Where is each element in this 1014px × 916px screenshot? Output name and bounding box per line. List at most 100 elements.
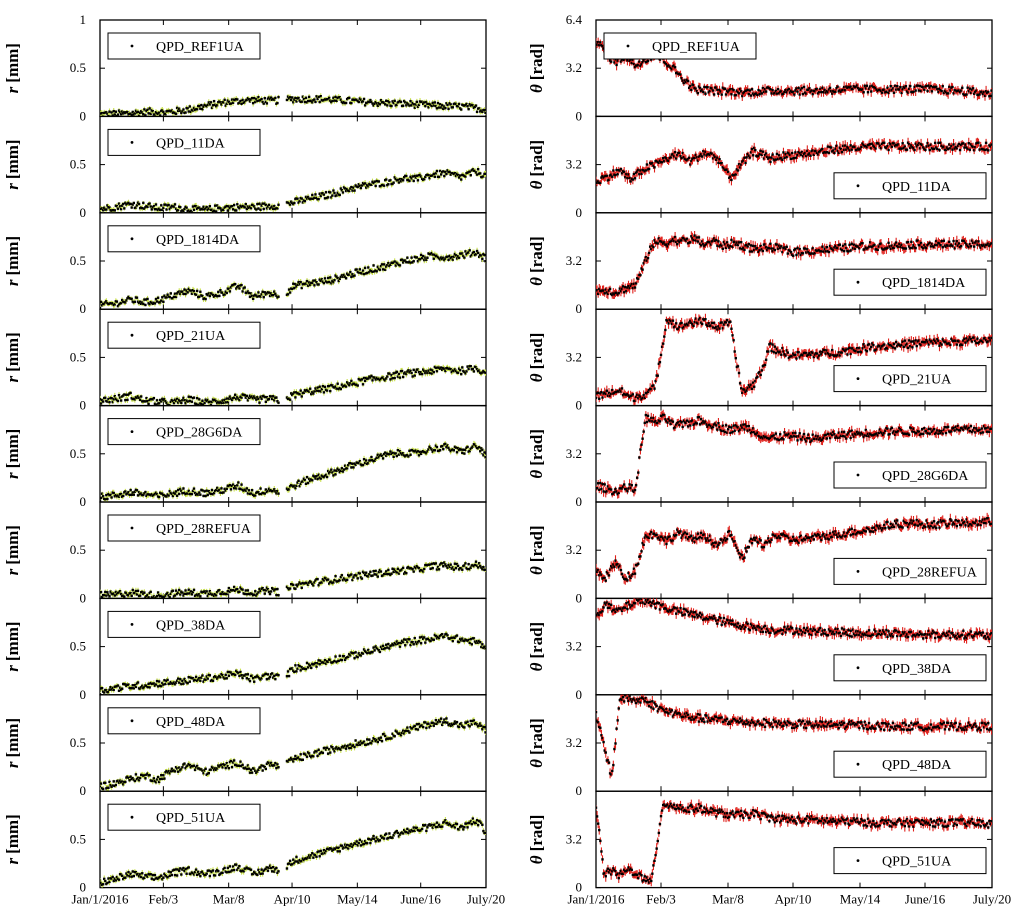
data-point: [202, 403, 205, 406]
data-point: [199, 107, 202, 110]
data-point: [311, 281, 314, 285]
data-point: [303, 478, 307, 482]
data-point: [418, 258, 422, 261]
data-point: [257, 291, 260, 294]
data-point: [348, 189, 351, 193]
y-tick-label: 1: [80, 12, 87, 27]
data-point: [383, 268, 387, 271]
data-point: [466, 567, 469, 571]
data-point: [172, 401, 176, 405]
data-point: [208, 589, 212, 593]
data-point: [416, 259, 420, 263]
data-point: [386, 375, 389, 378]
data-point: [335, 387, 338, 390]
data-point: [154, 403, 158, 406]
legend-marker: [130, 237, 134, 241]
data-point: [182, 396, 185, 400]
data-point: [411, 567, 414, 571]
data-point: [382, 263, 386, 266]
data-point: [259, 395, 262, 399]
y-axis-unit: [mm]: [3, 429, 22, 469]
data-point: [229, 286, 233, 289]
data-point: [216, 677, 219, 680]
data-point: [450, 370, 453, 374]
data-point: [302, 97, 306, 101]
data-point: [219, 491, 222, 494]
data-point: [318, 662, 321, 666]
data-point: [352, 466, 355, 469]
data-point: [369, 570, 372, 574]
data-point: [397, 572, 401, 575]
data-point: [303, 199, 307, 203]
data-point: [318, 385, 321, 388]
data-point: [273, 204, 276, 208]
data-point: [226, 99, 230, 102]
data-point: [360, 272, 364, 275]
data-point: [394, 177, 397, 181]
data-point: [288, 203, 292, 206]
data-point: [210, 400, 214, 404]
data-point: [197, 403, 200, 406]
data-point: [188, 399, 191, 403]
data-point: [133, 300, 137, 304]
data-point: [324, 577, 328, 580]
data-point: [138, 687, 142, 690]
data-point: [189, 395, 193, 399]
data-point: [247, 678, 251, 681]
y-axis-symbol: r: [3, 86, 22, 93]
data-point: [416, 105, 420, 108]
data-point: [334, 655, 337, 658]
data-point: [263, 97, 266, 100]
data-point: [463, 452, 466, 455]
data-point: [449, 173, 452, 176]
y-tick-label: 0.5: [70, 639, 86, 654]
data-point: [127, 295, 130, 299]
data-point: [412, 179, 415, 183]
data-point: [435, 107, 439, 110]
data-point: [187, 110, 190, 113]
data-point: [316, 662, 319, 665]
data-point: [169, 592, 172, 596]
data-point: [244, 673, 247, 676]
data-point: [226, 209, 230, 212]
data-point: [178, 588, 181, 592]
data-point: [320, 278, 324, 281]
data-point: [443, 367, 446, 370]
data-point: [311, 193, 314, 197]
data-point: [240, 102, 243, 106]
data-series: [100, 631, 486, 695]
data-point: [257, 397, 260, 400]
data-point: [298, 283, 301, 286]
data-point: [300, 666, 303, 669]
data-point: [217, 290, 220, 294]
data-point: [387, 261, 390, 265]
data-point: [353, 274, 356, 277]
data-point: [364, 459, 368, 462]
data-point: [391, 451, 394, 455]
data-point: [327, 384, 331, 388]
data-point: [228, 395, 232, 398]
data-point: [315, 280, 318, 284]
data-point: [273, 290, 276, 293]
data-point: [484, 111, 486, 114]
data-point: [367, 575, 370, 578]
data-point: [101, 209, 105, 212]
data-point: [413, 565, 416, 569]
data-point: [227, 674, 231, 677]
data-point: [129, 591, 132, 595]
data-point: [219, 288, 222, 292]
data-point: [405, 571, 408, 575]
data-point: [307, 390, 311, 393]
legend: QPD_REF1UA: [107, 32, 261, 60]
data-point: [246, 589, 250, 592]
data-point: [418, 450, 422, 454]
data-point: [164, 112, 167, 116]
data-point: [206, 677, 209, 680]
data-point: [319, 659, 322, 662]
data-point: [209, 403, 213, 406]
data-point: [456, 371, 460, 374]
data-point: [367, 377, 370, 380]
data-point: [329, 389, 332, 393]
data-point: [103, 593, 106, 597]
data-point: [374, 378, 377, 381]
